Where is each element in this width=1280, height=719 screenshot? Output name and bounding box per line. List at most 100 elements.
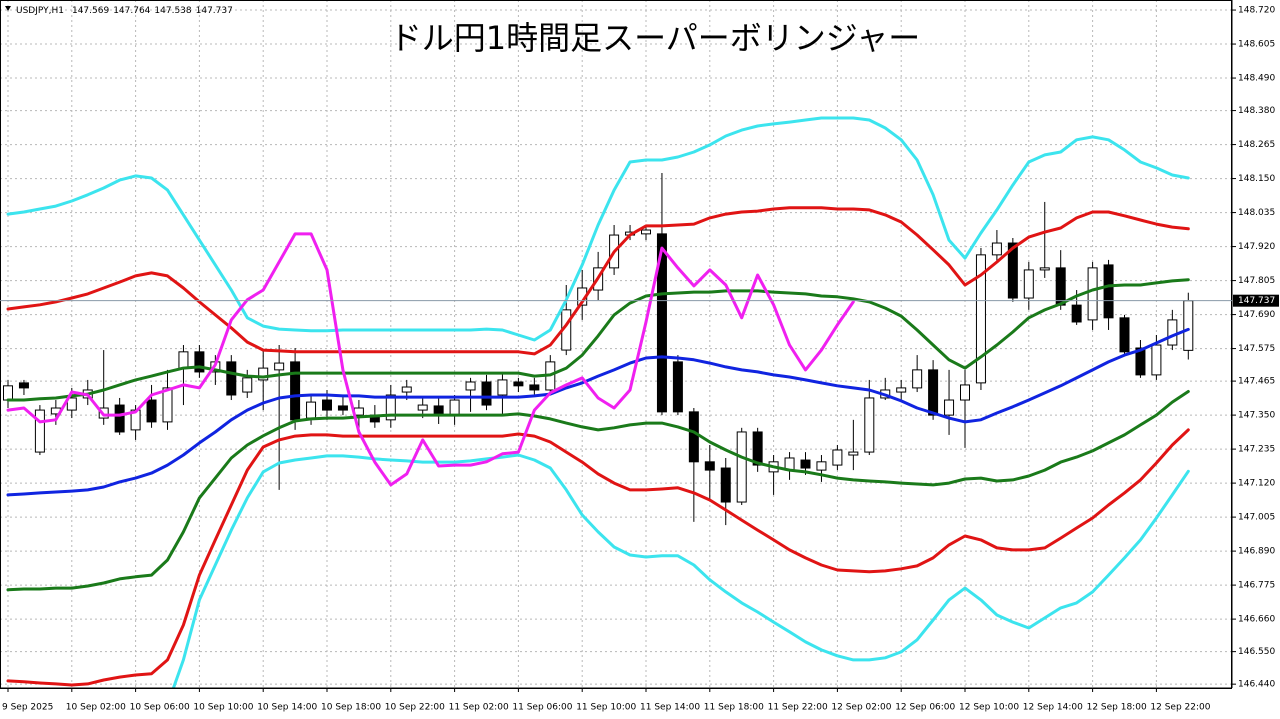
y-tick-label: 147.465 [1238, 377, 1275, 387]
y-tick-label: 148.150 [1238, 174, 1275, 184]
bands [6, 116, 1190, 688]
band-line [6, 428, 1190, 687]
candle-body-up [385, 394, 396, 421]
symbol-info: USDJPY,H1 147.569 147.764 147.538 147.737 [16, 6, 233, 16]
candle-body-up [258, 367, 269, 381]
x-tick-label: 10 Sep 02:00 [66, 703, 126, 713]
close-value: 147.737 [196, 6, 233, 16]
current-price-label: 147.737 [1238, 296, 1275, 306]
x-tick-label: 9 Sep 2025 [2, 703, 53, 713]
symbol-icon [5, 6, 11, 11]
plot-border [0, 0, 1232, 689]
x-tick-label: 10 Sep 18:00 [321, 703, 381, 713]
candle-body-down [1055, 267, 1066, 306]
candle-body-up [34, 409, 45, 453]
y-tick-label: 147.575 [1238, 344, 1275, 354]
x-tick-label: 10 Sep 14:00 [257, 703, 317, 713]
candle-body-down [752, 431, 763, 466]
y-tick-label: 146.775 [1238, 581, 1275, 591]
band-line [6, 327, 1190, 497]
x-tick-label: 12 Sep 18:00 [1087, 703, 1147, 713]
y-tick-label: 147.920 [1238, 242, 1275, 252]
candle-body-up [848, 451, 859, 456]
chart-title: ドル円1時間足スーパーボリンジャー [390, 19, 920, 57]
candle-body-down [290, 361, 301, 421]
x-tick-label: 12 Sep 14:00 [1023, 703, 1083, 713]
candle-body-down [529, 384, 540, 391]
x-tick-label: 10 Sep 22:00 [385, 703, 445, 713]
y-tick-label: 147.120 [1238, 479, 1275, 489]
candle-body-down [672, 361, 683, 413]
low-value: 147.538 [154, 6, 191, 16]
open-value: 147.569 [72, 6, 109, 16]
candle-body-up [465, 381, 476, 391]
x-tick-label: 11 Sep 06:00 [512, 703, 572, 713]
x-tick-label: 11 Sep 18:00 [704, 703, 764, 713]
y-tick-label: 147.235 [1238, 445, 1275, 455]
candle-body-down [146, 399, 157, 423]
x-tick-label: 11 Sep 14:00 [640, 703, 700, 713]
candle-body-up [1183, 300, 1194, 351]
candle-body-down [513, 381, 524, 387]
candle-body-down [337, 405, 348, 411]
y-tick-label: 147.350 [1238, 411, 1275, 421]
candle-body-down [1103, 264, 1114, 319]
x-tick-label: 10 Sep 10:00 [193, 703, 253, 713]
candle-body-up [1167, 319, 1178, 346]
candle-body-up [1151, 344, 1162, 376]
band-line [6, 390, 1190, 592]
candle-body-up [816, 461, 827, 471]
y-tick-label: 147.690 [1238, 310, 1275, 320]
candle-body-down [1071, 304, 1082, 323]
candle-body-down [800, 459, 811, 469]
candle-body-down [720, 467, 731, 503]
y-tick-label: 146.890 [1238, 547, 1275, 557]
candle-body-up [1023, 269, 1034, 299]
x-tick-label: 11 Sep 22:00 [768, 703, 828, 713]
x-tick-label: 11 Sep 10:00 [576, 703, 636, 713]
y-tick-label: 146.550 [1238, 647, 1275, 657]
y-tick-label: 146.660 [1238, 615, 1275, 625]
y-tick-label: 147.005 [1238, 513, 1275, 523]
candle-body-down [226, 361, 237, 396]
candle-body-up [162, 387, 173, 423]
candle-body-down [928, 369, 939, 416]
candle-body-down [1007, 242, 1018, 299]
candle-body-up [912, 369, 923, 389]
x-tick-label: 11 Sep 02:00 [449, 703, 509, 713]
candle-body-down [704, 461, 715, 471]
y-tick-label: 148.265 [1238, 140, 1275, 150]
x-tick-label: 12 Sep 06:00 [895, 703, 955, 713]
band-line [171, 453, 1190, 688]
y-tick-label: 148.720 [1238, 6, 1275, 16]
candle-body-up [3, 385, 13, 401]
candle-body-up [832, 449, 843, 466]
candle-body-up [66, 397, 77, 411]
candle-body-up [1039, 267, 1050, 271]
candle-body-up [306, 401, 317, 419]
candle-body-up [401, 386, 412, 393]
band-line [6, 278, 1190, 402]
candle-body-up [1087, 267, 1098, 321]
band-line [6, 206, 1190, 356]
candle-body-up [960, 384, 970, 401]
candle-body-up [991, 242, 1002, 256]
candle-body-down [656, 233, 667, 413]
x-tick-label: 10 Sep 06:00 [130, 703, 190, 713]
y-tick-label: 147.805 [1238, 276, 1275, 286]
candle-body-up [242, 377, 253, 393]
candle-body-up [896, 387, 907, 393]
candle-body-down [481, 381, 492, 406]
candle-body-down [1119, 317, 1130, 353]
y-tick-label: 148.605 [1238, 40, 1275, 50]
high-value: 147.764 [113, 6, 150, 16]
candle-body-down [18, 382, 29, 389]
candle-body-up [736, 431, 747, 503]
candle-body-up [864, 397, 875, 453]
x-tick-label: 12 Sep 10:00 [959, 703, 1019, 713]
band-line [6, 232, 855, 487]
candle-body-up [449, 399, 460, 417]
current-price-box [1233, 294, 1279, 307]
candle-body-down [194, 351, 205, 373]
